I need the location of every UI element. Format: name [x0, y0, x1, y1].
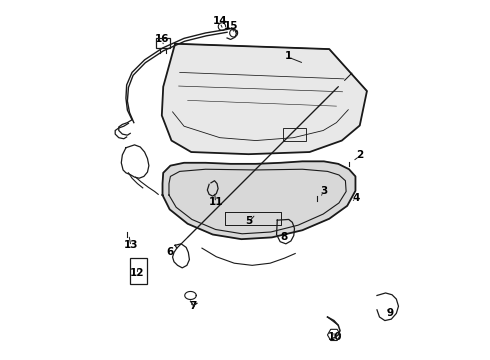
Text: 16: 16	[154, 35, 169, 44]
Text: 2: 2	[356, 150, 364, 160]
Text: 14: 14	[213, 17, 227, 27]
Bar	[129, 258, 147, 284]
Text: 8: 8	[281, 232, 288, 242]
Text: 9: 9	[387, 309, 394, 318]
Polygon shape	[163, 161, 355, 239]
Polygon shape	[162, 44, 367, 154]
Text: 4: 4	[352, 193, 360, 203]
Bar	[156, 38, 170, 48]
Text: 7: 7	[189, 301, 196, 311]
Text: 15: 15	[224, 21, 239, 31]
Text: 3: 3	[320, 186, 327, 197]
Text: 1: 1	[284, 51, 292, 61]
Text: 6: 6	[166, 247, 173, 257]
Bar	[283, 128, 306, 141]
Text: 11: 11	[208, 197, 223, 207]
Text: 12: 12	[130, 268, 145, 278]
Text: 10: 10	[327, 332, 342, 342]
Text: 5: 5	[245, 216, 252, 226]
Text: 13: 13	[123, 240, 138, 250]
